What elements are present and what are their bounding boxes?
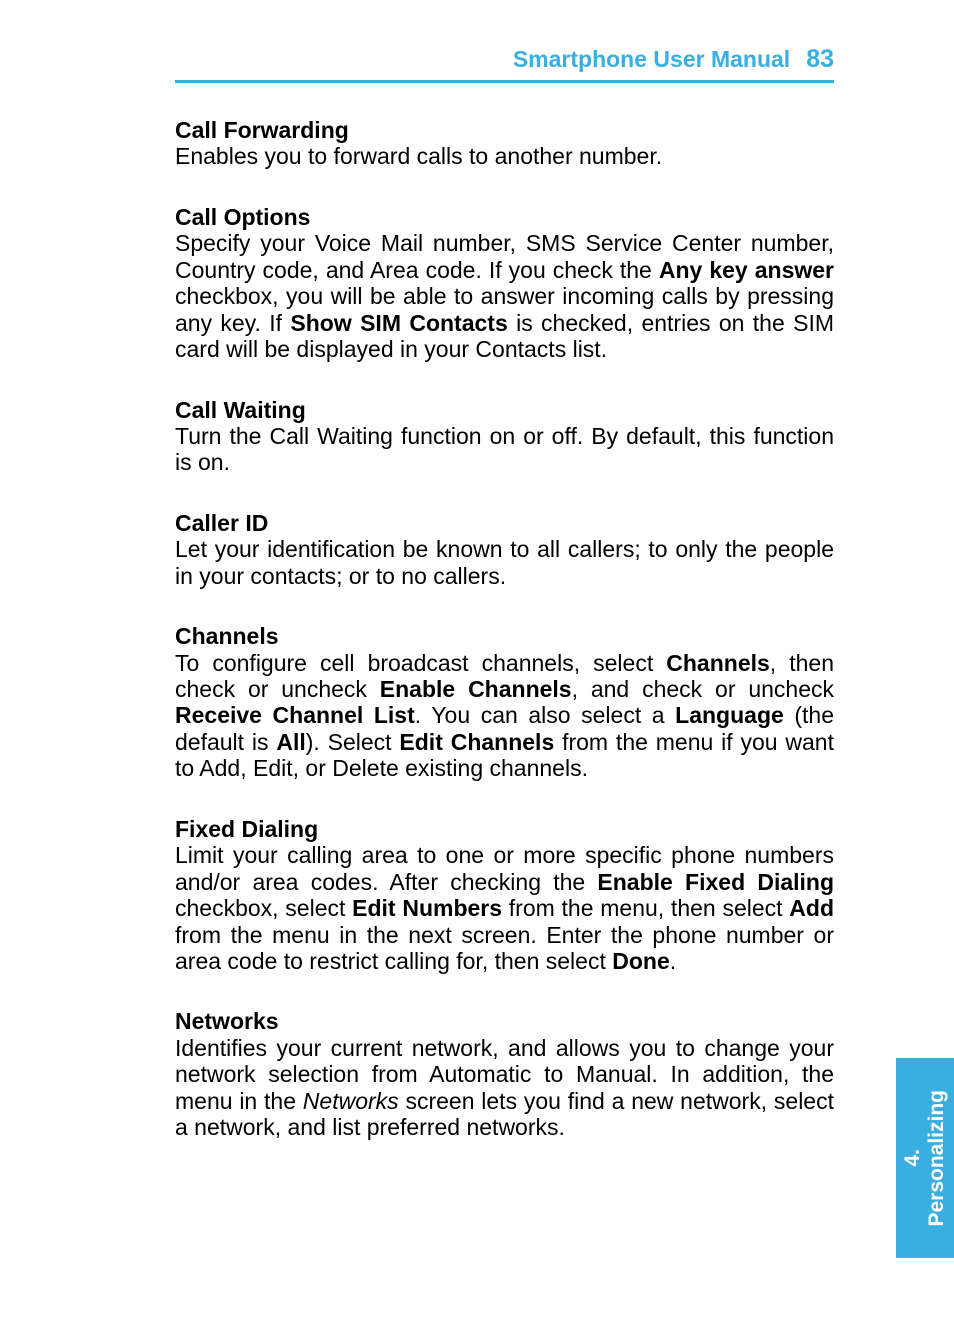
page-header: Smartphone User Manual 83: [175, 45, 834, 83]
section-body: Limit your calling area to one or more s…: [175, 842, 834, 974]
header-title: Smartphone User Manual: [513, 46, 790, 73]
section: Call ForwardingEnables you to forward ca…: [175, 117, 834, 170]
section-heading: Call Waiting: [175, 397, 834, 423]
section-body: Identifies your current network, and all…: [175, 1035, 834, 1141]
section-heading: Channels: [175, 623, 834, 649]
section-heading: Networks: [175, 1008, 834, 1034]
text-run: Let your identification be known to all …: [175, 536, 834, 588]
section: Caller IDLet your identification be know…: [175, 510, 834, 589]
chapter-number: 4.: [901, 1149, 924, 1167]
text-run: Show SIM Contacts: [290, 310, 507, 336]
section-heading: Caller ID: [175, 510, 834, 536]
text-run: Any key answer: [659, 257, 834, 283]
text-run: Enable Channels: [380, 676, 572, 702]
text-run: Add: [789, 895, 834, 921]
section-heading: Call Options: [175, 204, 834, 230]
section-body: Enables you to forward calls to another …: [175, 143, 834, 169]
section: Call WaitingTurn the Call Waiting functi…: [175, 397, 834, 476]
page-number: 83: [806, 45, 834, 74]
section-heading: Call Forwarding: [175, 117, 834, 143]
text-run: , and check or uncheck: [572, 676, 834, 702]
text-run: To configure cell broadcast channels, se…: [175, 650, 666, 676]
text-run: All: [276, 729, 305, 755]
chapter-tab-label: 4. Personalizing: [901, 1090, 949, 1227]
section: Fixed DialingLimit your calling area to …: [175, 816, 834, 975]
manual-page: Smartphone User Manual 83 Call Forwardin…: [0, 0, 954, 1318]
text-run: Language: [675, 702, 784, 728]
section-body: Turn the Call Waiting function on or off…: [175, 423, 834, 476]
text-run: .: [670, 948, 676, 974]
section-body: Specify your Voice Mail number, SMS Serv…: [175, 230, 834, 362]
text-run: Edit Numbers: [352, 895, 502, 921]
text-run: Turn the Call Waiting function on or off…: [175, 423, 834, 475]
text-run: Channels: [666, 650, 770, 676]
chapter-title: Personalizing: [925, 1090, 948, 1227]
section-body: To configure cell broadcast channels, se…: [175, 650, 834, 782]
text-run: . You can also select a: [415, 702, 675, 728]
chapter-side-tab: 4. Personalizing: [896, 1058, 954, 1258]
text-run: ). Select: [306, 729, 400, 755]
text-run: Receive Channel List: [175, 702, 415, 728]
text-run: Enable Fixed Dialing: [597, 869, 834, 895]
section-body: Let your identification be known to all …: [175, 536, 834, 589]
section: ChannelsTo configure cell broadcast chan…: [175, 623, 834, 782]
text-run: Networks: [303, 1088, 399, 1114]
text-run: checkbox, select: [175, 895, 352, 921]
text-run: Enables you to forward calls to another …: [175, 143, 662, 169]
section: Call OptionsSpecify your Voice Mail numb…: [175, 204, 834, 363]
section-heading: Fixed Dialing: [175, 816, 834, 842]
text-run: from the menu, then select: [502, 895, 789, 921]
content-body: Call ForwardingEnables you to forward ca…: [175, 117, 834, 1141]
text-run: Edit Channels: [399, 729, 554, 755]
text-run: from the menu in the next screen. Enter …: [175, 922, 834, 974]
section: NetworksIdentifies your current network,…: [175, 1008, 834, 1140]
text-run: Done: [612, 948, 670, 974]
